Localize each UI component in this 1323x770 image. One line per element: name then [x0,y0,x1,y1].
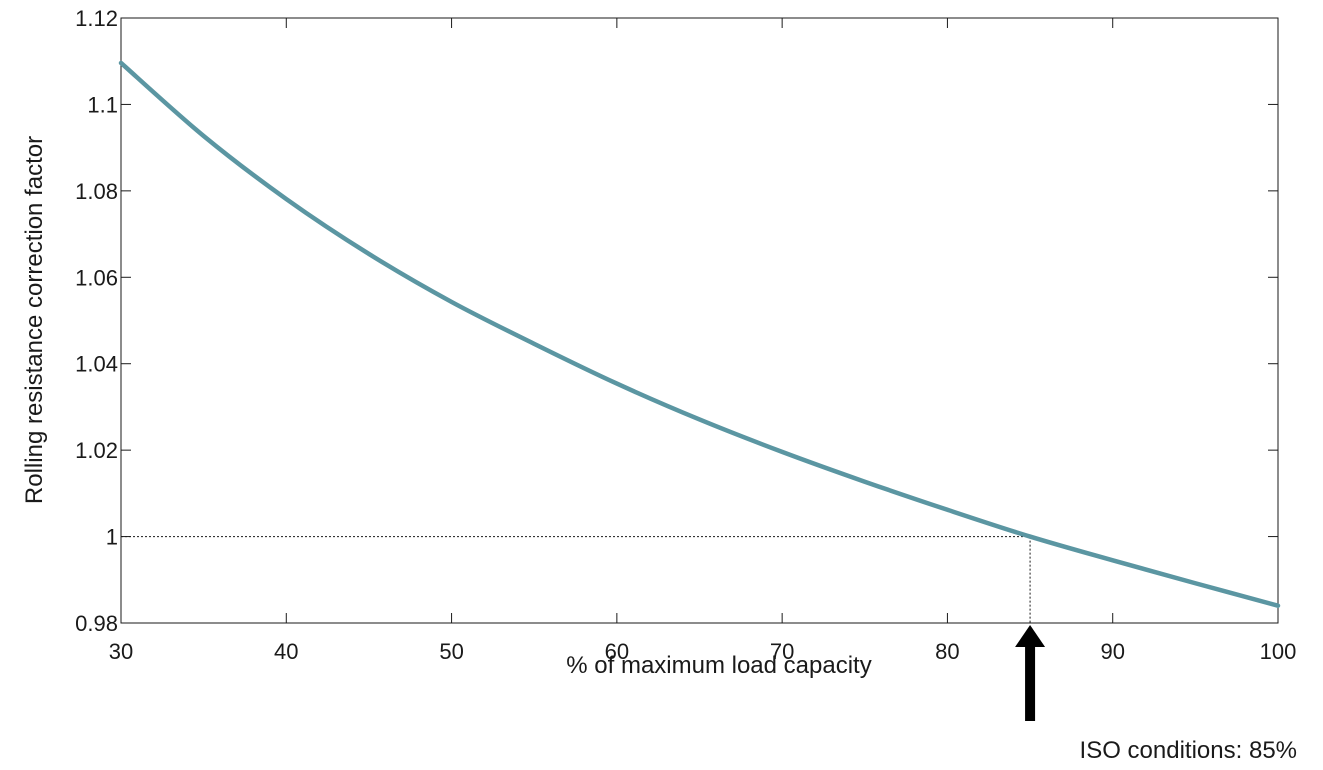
arrow-shaft [1025,643,1036,721]
y-tick-label: 1 [106,525,118,550]
y-axis: 0.98 1 1.02 1.04 1.06 1.08 1.1 1.12 [75,6,1278,636]
x-tick-label: 70 [770,639,794,664]
iso-arrow-icon [1015,625,1046,721]
x-tick-label: 50 [439,639,463,664]
y-axis-label: Rolling resistance correction factor [21,136,48,504]
x-tick-label: 30 [109,639,133,664]
y-tick-label: 0.98 [75,611,118,636]
y-tick-label: 1.1 [87,92,118,117]
x-tick-label: 100 [1260,639,1297,664]
x-tick-label: 40 [274,639,298,664]
x-tick-label: 60 [605,639,629,664]
y-tick-label: 1.02 [75,438,118,463]
x-axis-label: % of maximum load capacity [566,652,871,679]
y-tick-label: 1.12 [75,6,118,31]
arrow-head [1015,625,1046,647]
y-tick-label: 1.06 [75,265,118,290]
iso-annotation: ISO conditions: 85% [1080,737,1297,764]
y-tick-label: 1.04 [75,352,118,377]
reference-lines [121,536,1031,623]
y-tick-label: 1.08 [75,179,118,204]
x-tick-label: 90 [1100,639,1124,664]
series-line [118,60,1281,608]
x-tick-label: 80 [935,639,959,664]
x-axis: 30 40 50 60 70 80 90 100 [109,18,1297,664]
plot-frame [120,17,1279,624]
